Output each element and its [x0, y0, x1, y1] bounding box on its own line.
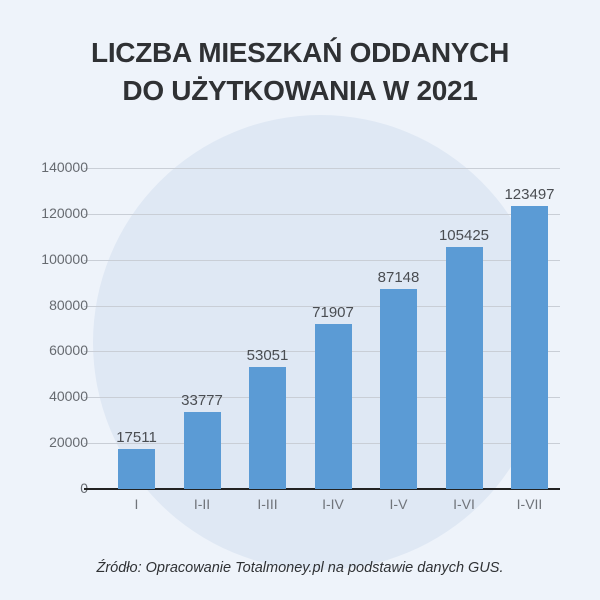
- bar-I-II: [183, 411, 221, 489]
- x-tick-label: I: [134, 496, 139, 512]
- bar-I: [118, 448, 155, 489]
- x-tick-label: I-III: [257, 496, 278, 512]
- bar-I-IV: [314, 324, 352, 489]
- y-tick-label: 60000: [49, 342, 88, 358]
- title-line-2: DO UŻYTKOWANIA W 2021: [122, 75, 478, 106]
- x-tick-label: I-VII: [516, 496, 543, 512]
- gridline: [84, 260, 560, 261]
- y-tick-label: 20000: [49, 434, 88, 450]
- bar-value-label: 87148: [377, 269, 420, 287]
- source-note: Źródło: Opracowanie Totalmoney.pl na pod…: [96, 560, 504, 576]
- x-tick-label: I-II: [193, 496, 211, 512]
- chart-title: LICZBA MIESZKAŃ ODDANYCH DO UŻYTKOWANIA …: [0, 34, 600, 110]
- gridline: [84, 168, 560, 169]
- y-tick-label: 80000: [49, 297, 88, 313]
- x-tick-label: I-IV: [322, 496, 344, 512]
- y-tick-label: 100000: [41, 251, 88, 267]
- x-tick-label: I-VI: [453, 496, 475, 512]
- x-tick-label: I-V: [389, 496, 408, 512]
- bar-value-label: 105425: [438, 227, 490, 245]
- bar-value-label: 53051: [246, 347, 289, 365]
- title-line-1: LICZBA MIESZKAŃ ODDANYCH: [91, 37, 509, 68]
- bar-I-V: [380, 289, 417, 489]
- bar-I-VII: [511, 205, 548, 489]
- y-tick-label: 40000: [49, 388, 88, 404]
- bar-I-III: [249, 367, 286, 489]
- x-axis-line: [84, 488, 560, 490]
- gridline: [84, 214, 560, 215]
- y-tick-label: 120000: [41, 205, 88, 221]
- bar-I-VI: [445, 247, 483, 489]
- y-tick-label: 0: [18, 480, 88, 496]
- y-tick-label: 140000: [41, 159, 88, 175]
- gridline: [84, 306, 560, 307]
- bar-value-label: 17511: [116, 428, 157, 446]
- bar-value-label: 33777: [181, 391, 223, 409]
- bar-value-label: 71907: [312, 304, 354, 322]
- bar-value-label: 123497: [504, 185, 555, 203]
